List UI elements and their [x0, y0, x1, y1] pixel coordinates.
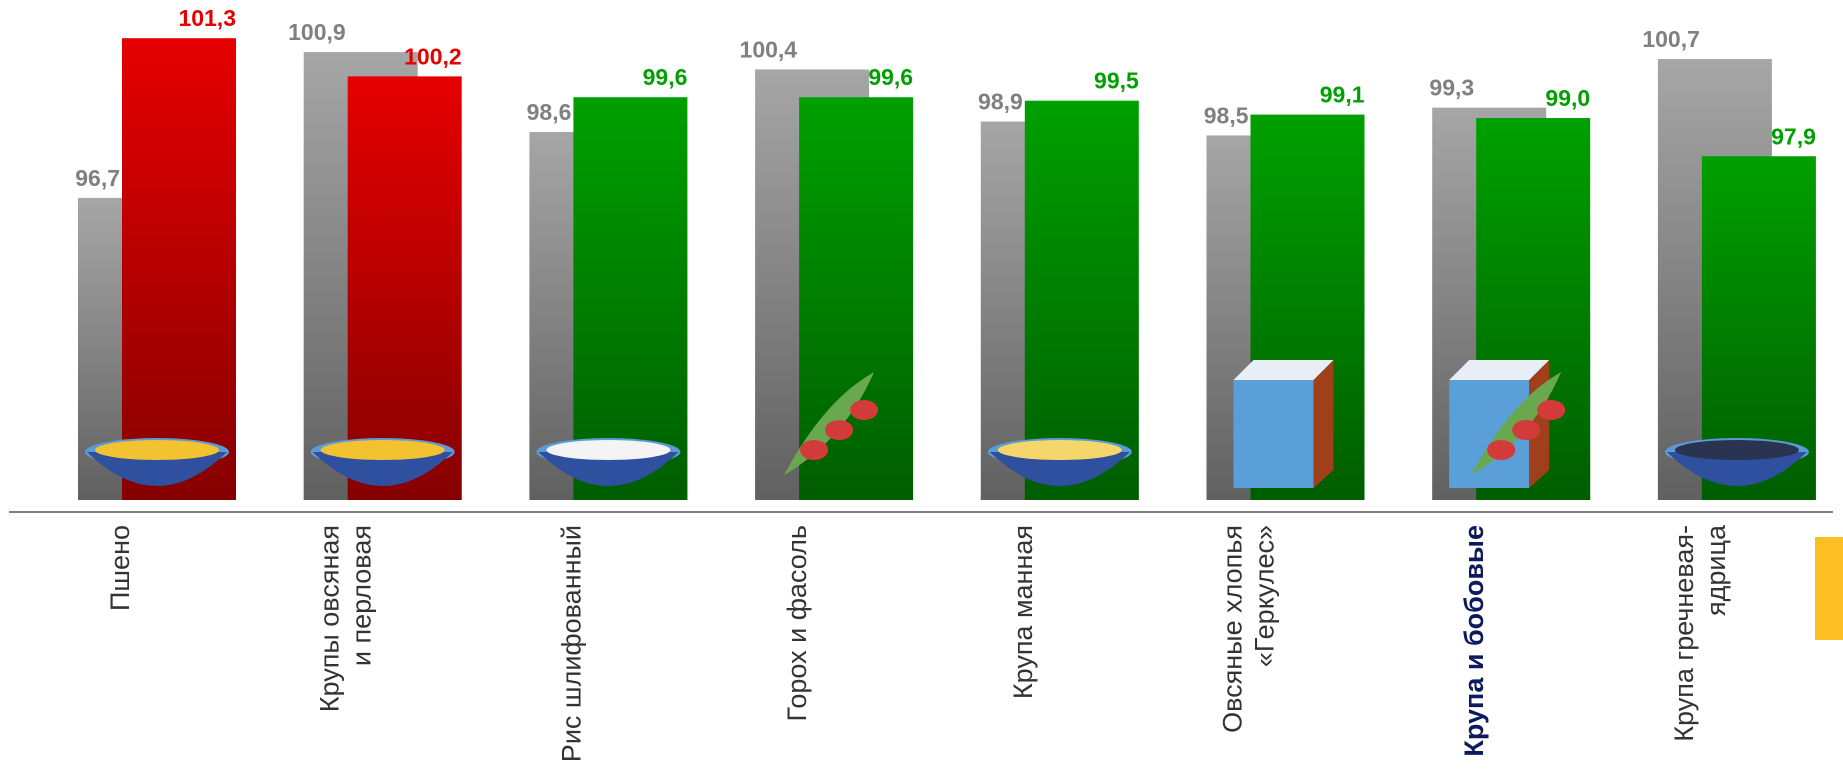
- value-label: 98,9: [978, 89, 1023, 115]
- icon: [1487, 440, 1516, 460]
- value-label: 96,7: [75, 165, 120, 191]
- value-label: 101,3: [178, 5, 236, 31]
- icon: [87, 452, 227, 486]
- value-label: 97,9: [1771, 123, 1816, 149]
- bar-shade: [1024, 100, 1139, 500]
- category-label: Крупа гречневая-ядрица: [1669, 524, 1731, 742]
- value-label: 99,3: [1429, 75, 1474, 101]
- icon: [320, 440, 445, 460]
- icon: [538, 452, 679, 486]
- icon: [1666, 452, 1807, 486]
- value-label: 100,4: [740, 36, 798, 62]
- category-label: Крупа и бобовые: [1459, 525, 1489, 757]
- icon: [1537, 400, 1566, 420]
- side-tab: [1815, 537, 1843, 640]
- icon: [1674, 440, 1799, 460]
- value-label: 100,2: [404, 43, 462, 69]
- value-label: 98,6: [527, 99, 572, 125]
- icon: [1313, 360, 1334, 488]
- category-label: Пшено: [105, 525, 135, 611]
- category-label: Крупы овсянаяи перловая: [315, 525, 377, 712]
- icon: [1512, 420, 1541, 440]
- value-label: 100,9: [288, 19, 346, 45]
- icon: [95, 440, 219, 460]
- bar-shade: [122, 38, 236, 500]
- value-label: 99,5: [1094, 68, 1139, 94]
- category-label: Горох и фасоль: [782, 525, 812, 721]
- value-label: 99,6: [643, 64, 688, 90]
- category-label: Крупа манная: [1008, 525, 1038, 699]
- icon: [850, 400, 879, 420]
- value-label: 100,7: [1642, 26, 1700, 52]
- icon: [800, 440, 829, 460]
- icon: [546, 440, 671, 460]
- icon: [997, 440, 1122, 460]
- value-label: 99,1: [1320, 82, 1365, 108]
- category-label: Рис шлифованный: [556, 525, 586, 762]
- category-label: Овсяные хлопья«Геркулес»: [1218, 525, 1280, 733]
- icon: [1233, 360, 1334, 380]
- icon: [825, 420, 854, 440]
- icon: [989, 452, 1130, 486]
- icon: [312, 452, 453, 486]
- bar-shade: [573, 97, 688, 500]
- icon: [1449, 360, 1550, 380]
- icon: [1233, 380, 1314, 488]
- value-label: 99,6: [868, 64, 913, 90]
- value-label: 98,5: [1204, 102, 1249, 128]
- value-label: 99,0: [1545, 85, 1590, 111]
- bar-shade: [347, 76, 462, 500]
